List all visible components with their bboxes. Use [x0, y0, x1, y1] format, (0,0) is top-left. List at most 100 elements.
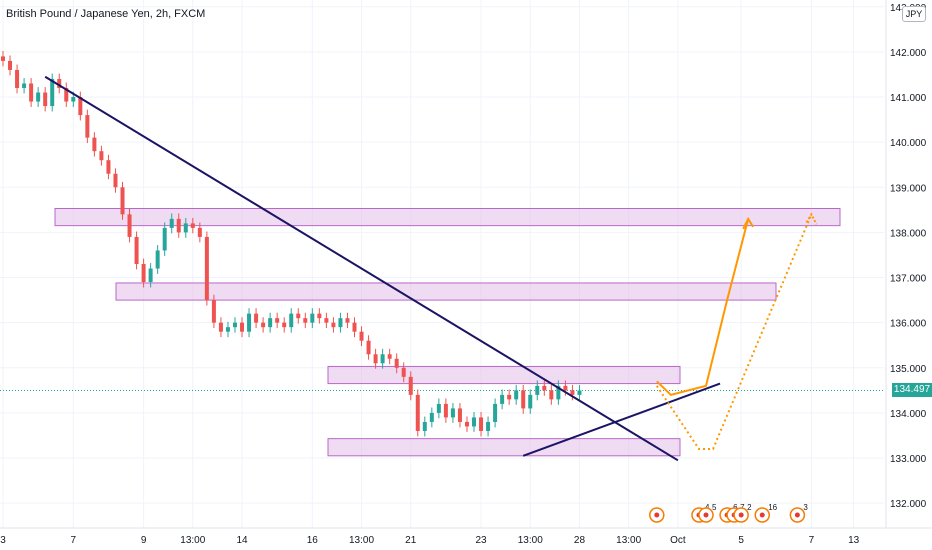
candle	[64, 88, 69, 102]
candle	[303, 318, 308, 323]
chart-title: British Pound / Japanese Yen, 2h, FXCM	[6, 8, 206, 20]
x-tick-label: 9	[141, 535, 147, 546]
candle	[106, 160, 111, 174]
y-tick-label: 141.000	[890, 93, 927, 104]
candle	[324, 318, 329, 323]
trendline-resistance[interactable]	[44, 75, 679, 462]
x-tick-label: 13:00	[349, 535, 374, 546]
candle	[422, 421, 427, 431]
candle	[211, 300, 216, 323]
event-dot	[794, 512, 800, 518]
candle	[408, 376, 413, 395]
time-axis[interactable]: 3 7 9 13:00 14 16 13:00 21 23 13:00 28 13:00 Oct 5 7 13	[0, 527, 932, 546]
candles	[1, 50, 582, 437]
candle	[113, 173, 118, 188]
candle	[542, 385, 547, 391]
x-tick-label: 13:00	[616, 535, 641, 546]
event-count: 16	[768, 503, 777, 512]
x-tick-label: 23	[475, 535, 487, 546]
y-tick-label: 142.000	[890, 48, 927, 59]
candle	[148, 268, 153, 283]
candle	[345, 318, 350, 323]
resistance-zones	[54, 207, 841, 457]
candle	[289, 313, 294, 328]
event-count: 3	[803, 503, 808, 512]
candle	[549, 390, 554, 400]
trendlines[interactable]	[44, 75, 721, 462]
event-count: 2	[747, 503, 752, 512]
candle	[232, 322, 237, 328]
y-tick-label: 132.000	[890, 499, 927, 510]
current-price-label: 134.497	[892, 383, 932, 398]
candle	[507, 394, 512, 400]
candle	[190, 223, 195, 228]
candle	[500, 394, 505, 404]
candle	[331, 322, 336, 328]
candle	[317, 313, 322, 319]
y-tick-label: 137.000	[890, 274, 927, 285]
zone	[327, 438, 681, 457]
candle	[218, 322, 223, 332]
y-tick-label: 135.000	[890, 364, 927, 375]
x-tick-label: 21	[405, 535, 417, 546]
candle	[134, 236, 139, 264]
trendline-support[interactable]	[522, 382, 721, 457]
candle	[436, 403, 441, 413]
candle	[457, 408, 462, 422]
candle	[521, 390, 526, 409]
x-tick-label: 14	[236, 535, 248, 546]
x-tick-label: Oct	[670, 535, 686, 546]
candle	[338, 318, 343, 328]
candle	[141, 264, 146, 283]
event-count: 5	[712, 503, 717, 512]
price-axis[interactable]: 132.000 133.000 134.000 135.000 136.000 137.0…	[885, 0, 927, 528]
candle	[577, 390, 582, 395]
event-dot	[738, 512, 744, 518]
candle	[85, 115, 90, 138]
candle	[275, 318, 280, 323]
arrowhead	[805, 212, 818, 225]
candle	[528, 394, 533, 409]
x-tick-label: 28	[574, 535, 586, 546]
y-tick-label: 134.000	[890, 409, 927, 420]
candle	[92, 137, 97, 152]
projection-path-dotted	[655, 213, 813, 451]
candle	[261, 322, 266, 328]
candle	[479, 417, 484, 431]
event-dot	[759, 512, 765, 518]
candle	[450, 408, 455, 418]
candle	[493, 403, 498, 422]
candle	[43, 92, 48, 107]
candle	[415, 394, 420, 431]
x-tick-label: 16	[307, 535, 319, 546]
candle	[78, 97, 83, 116]
event-dot	[703, 512, 709, 518]
candle	[366, 340, 371, 355]
candle	[127, 214, 132, 237]
x-tick-label: 7	[71, 535, 77, 546]
candle	[472, 417, 477, 427]
candle	[240, 322, 245, 332]
candle	[394, 358, 399, 368]
candle	[282, 322, 287, 328]
economic-events[interactable]: 45672163	[649, 503, 809, 523]
candle	[570, 390, 575, 395]
candle	[1, 56, 5, 61]
candle	[310, 313, 315, 323]
zone	[115, 282, 777, 301]
candle	[380, 354, 385, 364]
candle	[204, 236, 209, 301]
x-tick-label: 13:00	[180, 535, 205, 546]
zone	[54, 207, 841, 227]
y-tick-label: 138.000	[890, 228, 927, 239]
currency-badge[interactable]: JPY	[902, 6, 926, 22]
candle	[176, 218, 181, 233]
candle	[296, 313, 301, 319]
candle	[155, 250, 160, 269]
candle	[22, 83, 27, 88]
candle	[99, 151, 104, 161]
candle	[183, 223, 188, 233]
candle	[556, 385, 561, 400]
candle	[443, 403, 448, 418]
